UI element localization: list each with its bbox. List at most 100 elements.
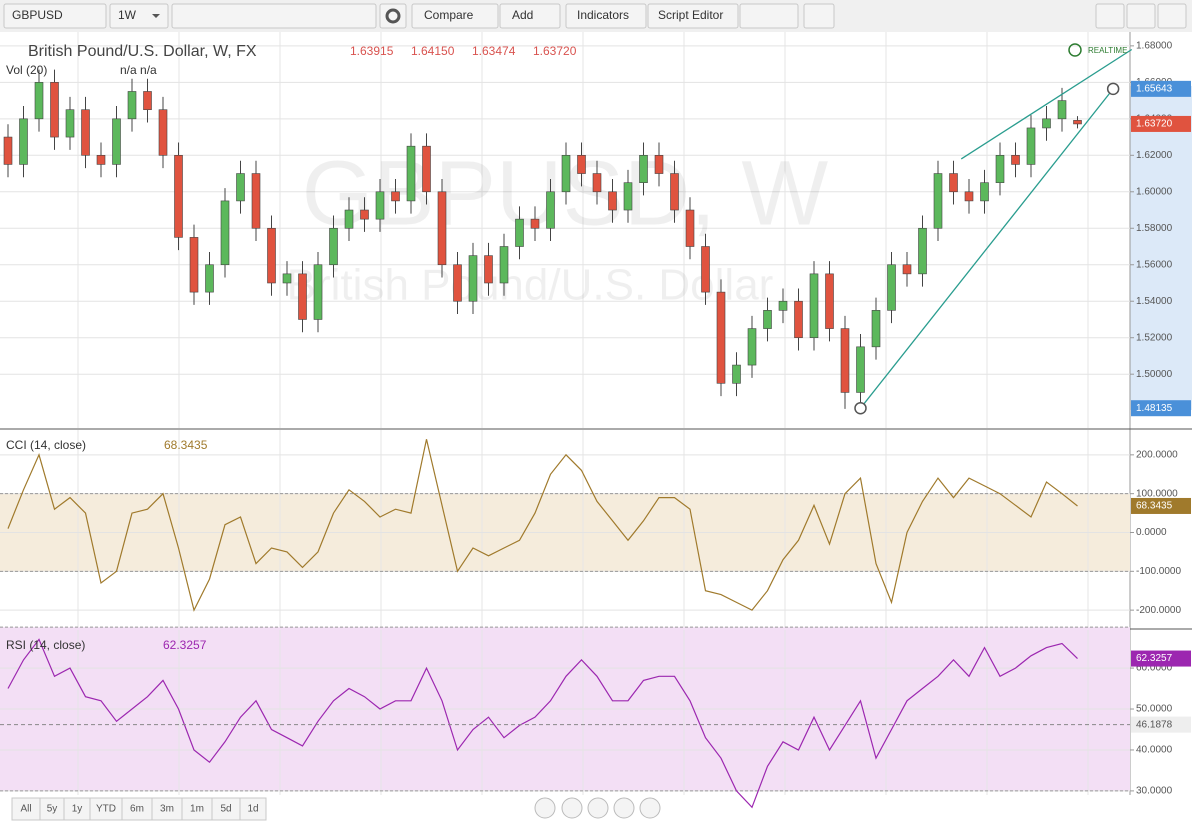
candle-body [127,91,137,120]
indicator-value: 62.3257 [163,638,207,652]
indicator-line [7,439,1078,612]
settings-button[interactable] [379,3,407,29]
candle-body [747,328,757,366]
script-editor-button[interactable] [647,3,739,29]
range-label: 3m [160,804,174,815]
price-tag [1131,400,1191,417]
y-tick-label: 30.0000 [1136,786,1173,797]
dropdown-arrow [152,14,160,18]
candle-body [933,173,943,229]
candle-body [422,145,431,193]
candle-body [592,173,602,193]
trendline-handle [1106,82,1120,96]
candle-body [112,118,121,165]
undo-button[interactable] [1095,3,1125,29]
candle-body [344,209,354,229]
indicator-title: CCI (14, close) [6,438,86,452]
y-tick-label: 1.56000 [1136,259,1173,270]
candle-body [19,118,28,165]
watermark-subtitle: British Pound/U.S. Dollar [287,261,774,310]
candle-body [375,191,385,220]
level-tag [1131,716,1191,733]
chart-style-group[interactable] [171,3,377,29]
candle-body [50,82,59,138]
range-button[interactable] [239,797,267,821]
candle-body [81,109,90,156]
indicators-button[interactable] [565,3,647,29]
symbol: GBPUSD [12,8,63,22]
candle-body [236,173,245,202]
nav-button[interactable] [613,797,635,819]
candle-body [685,209,695,247]
candle-body [654,155,664,174]
range-label: 5y [47,804,58,815]
candle-body [437,191,447,266]
drawing-tools-button[interactable] [739,3,799,29]
candle-body [670,173,679,211]
candle-body [65,109,75,138]
y-tick-label: 50.0000 [1136,704,1173,715]
last-price-label: 1.63720 [1136,119,1173,130]
candle-body [964,191,974,202]
candle-body [174,155,183,238]
candle-body [778,300,788,311]
candle-body [995,155,1005,183]
candle-body [701,246,710,293]
symbol-box[interactable] [3,3,107,29]
candle-body [143,91,152,111]
candle-body [313,264,323,320]
candle-body [298,273,307,320]
trendline [859,88,1114,409]
realtime-icon [1068,43,1082,57]
candle-body [158,109,168,156]
range-label: 1y [72,804,83,815]
candle-body [809,273,819,339]
add-button[interactable] [499,3,561,29]
candle-body [329,227,338,266]
candle-body [282,273,292,284]
y-tick-label: 1.50000 [1136,369,1173,380]
candle-body [1057,100,1067,120]
value-tag-label: 62.3257 [1136,653,1173,664]
y-tick-label: 1.68000 [1136,41,1173,52]
value-tag [1131,650,1191,667]
interval-box[interactable] [109,3,169,29]
candle-body [949,173,958,193]
candle-body [468,255,478,302]
candle-body [205,264,214,293]
nav-button[interactable] [587,797,609,819]
ohlc-value: 1.64150 [411,44,455,58]
realtime-label: REALTIME [1088,46,1127,55]
candle-body [406,145,416,202]
ohlc-value: 1.63720 [533,44,577,58]
y-tick-label: -100.0000 [1136,566,1181,577]
trendline [960,48,1133,160]
candle-body [732,364,741,384]
candle-body [1026,127,1036,165]
volume-value: n/a n/a [120,63,157,77]
nav-button[interactable] [639,797,661,819]
range-label: All [20,804,31,815]
redo-button[interactable] [1126,3,1156,29]
compare-button[interactable] [411,3,499,29]
nav-button[interactable] [561,797,583,819]
candle-body [530,218,540,229]
fullscreen-button[interactable] [1157,3,1187,29]
candle-body [918,227,927,275]
ohlc-value: 1.63474 [472,44,516,58]
candle-body [1073,120,1082,125]
candle-body [1042,118,1051,129]
y-tick-label: 40.0000 [1136,745,1173,756]
candle-body [763,310,772,329]
candle-body [639,155,648,183]
candle-body [902,264,912,275]
nav-button[interactable] [534,797,556,819]
candle-body [887,264,896,311]
idea-button[interactable] [803,3,835,29]
candle-body [980,182,989,202]
candle-body [267,227,276,284]
y-tick-label: 60.0000 [1136,663,1173,674]
candle-body [484,255,493,284]
candle-body [391,191,400,202]
y-tick-label: 100.0000 [1136,488,1178,499]
